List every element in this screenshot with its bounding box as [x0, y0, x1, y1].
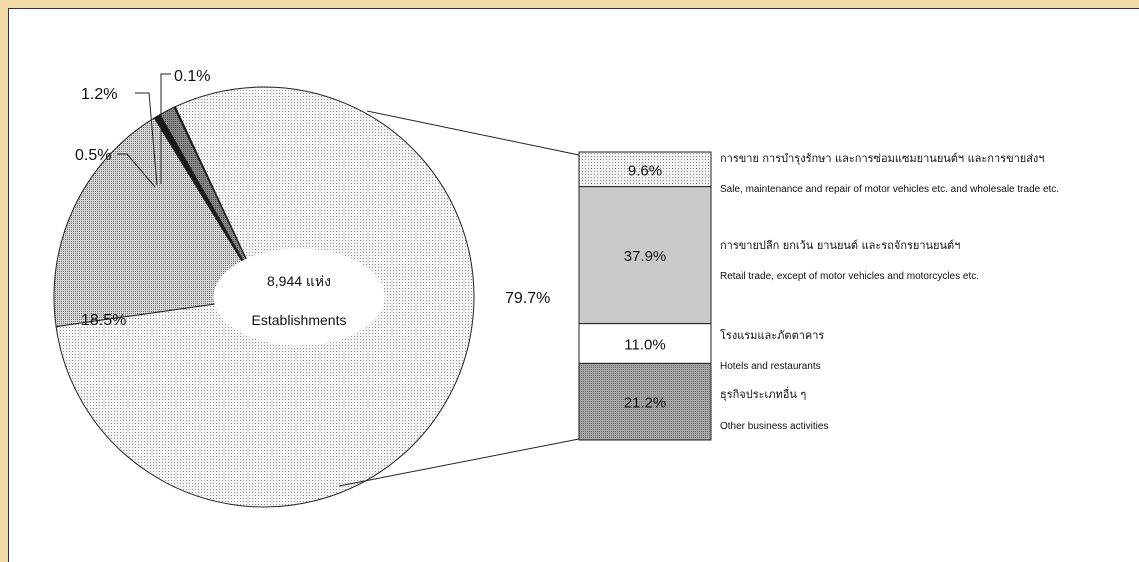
category-th-3: ธุรกิจประเภทอื่น ๆ	[720, 386, 806, 401]
bar-label-21.2%: 21.2%	[624, 395, 667, 412]
bar-segment-11.0%	[578, 323, 712, 364]
category-en-3: Other business activities	[720, 421, 828, 432]
connector-line-top	[366, 110, 580, 156]
breakdown-bar: 9.6% 37.9% 11.0% 21.2%	[578, 151, 712, 441]
slice-label-0.1: 0.1%	[174, 68, 210, 85]
category-th-0: การขาย การบำรุงรักษา และการซ่อมแซมยานยนต…	[720, 152, 1044, 165]
slice-label-1.2: 1.2%	[81, 86, 117, 103]
leader-line-0.1	[160, 73, 171, 184]
bar-label-37.9%: 37.9%	[624, 248, 667, 265]
center-unit: Establishments	[252, 312, 347, 328]
category-en-1: Retail trade, except of motor vehicles a…	[720, 271, 979, 282]
slice-label-79.7: 79.7%	[505, 290, 550, 307]
bar-label-11.0%: 11.0%	[624, 337, 665, 354]
pie-chart: 79.7% 18.5% 0.5% 1.2% 0.1% 8,944 แห่ง Es…	[53, 68, 1059, 508]
slice-label-0.5: 0.5%	[75, 147, 111, 164]
center-count: 8,944 แห่ง	[267, 273, 331, 289]
slice-label-18.5: 18.5%	[81, 312, 126, 329]
pie-slice-18.5%	[53, 117, 265, 328]
connector-line-bottom	[338, 438, 580, 487]
bar-segment-21.2%	[578, 362, 712, 441]
category-th-2: โรงแรมและภัตตาคาร	[720, 328, 824, 342]
center-ellipse	[213, 248, 385, 346]
leader-line-1.2	[135, 92, 158, 186]
chart-frame: 79.7% 18.5% 0.5% 1.2% 0.1% 8,944 แห่ง Es…	[8, 8, 1139, 562]
leader-line-0.5	[117, 153, 156, 188]
pie-slice-0.1%	[173, 106, 265, 298]
bar-segment-9.6%	[578, 151, 712, 188]
category-en-2: Hotels and restaurants	[720, 361, 821, 372]
category-th-1: การขายปลีก ยกเว้น ยานยนต์ และรถจักรยานยน…	[720, 239, 960, 252]
category-en-0: Sale, maintenance and repair of motor ve…	[720, 184, 1059, 195]
bar-segment-37.9%	[578, 186, 712, 325]
bar-label-9.6%: 9.6%	[628, 162, 662, 179]
